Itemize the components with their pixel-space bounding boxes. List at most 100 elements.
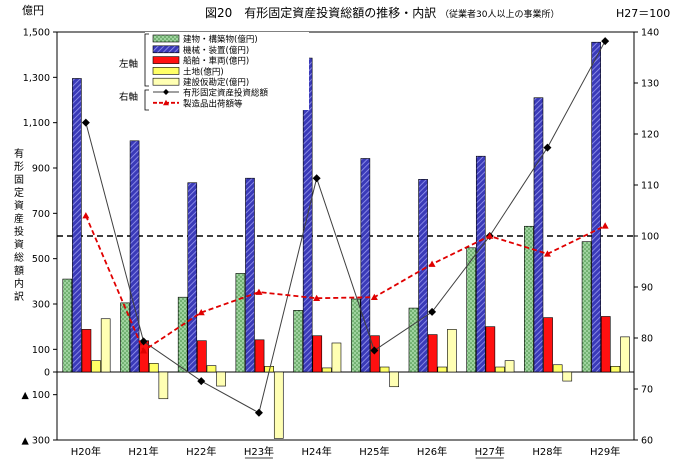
left-tick-label: 700 xyxy=(32,209,50,220)
line-point-1-H23年 xyxy=(254,408,263,417)
bar-3-H27年 xyxy=(485,326,496,373)
legend-group-left: 左軸 xyxy=(119,58,138,70)
category-label: H28年 xyxy=(532,445,562,458)
bar-5-H20年 xyxy=(100,318,111,373)
bar-1-H21年 xyxy=(120,302,130,373)
right-tick-label: 130 xyxy=(641,79,659,90)
bar-1-H25年 xyxy=(350,298,361,373)
bar-5-H22年 xyxy=(216,371,226,387)
bar-2-H22年 xyxy=(187,182,198,373)
bar-3-H21年 xyxy=(139,340,149,373)
line-point-2-H23年 xyxy=(255,288,263,295)
legend-label: 建物・構築物(億円) xyxy=(183,34,258,45)
bar-3-H26年 xyxy=(427,334,438,373)
bar-3-H20年 xyxy=(81,329,92,373)
category-label: H22年 xyxy=(186,445,216,458)
right-tick-label: 110 xyxy=(641,181,659,192)
line-point-1-H22年 xyxy=(197,377,206,386)
bar-4-H25年 xyxy=(379,366,390,373)
left-tick-label: 100 xyxy=(32,345,50,356)
line-point-2-H22年 xyxy=(197,309,205,316)
right-tick-label: 70 xyxy=(641,385,653,396)
left-tick-label: 1,300 xyxy=(23,73,50,84)
legend-label: 土地(億円) xyxy=(183,66,224,77)
bar-2-H23年 xyxy=(245,177,255,373)
legend-swatch-4 xyxy=(152,67,180,75)
right-tick-label: 100 xyxy=(641,232,659,243)
bar-3-H23年 xyxy=(254,339,265,373)
left-tick-label: 900 xyxy=(32,164,50,175)
left-axis-title: 有形固定資産投資総額内訳 xyxy=(14,149,24,303)
legend-swatch-3 xyxy=(152,56,180,64)
bar-5-H23年 xyxy=(273,371,284,439)
bar-1-H28年 xyxy=(524,225,534,373)
legend-bracket-left xyxy=(144,33,149,87)
left-tick-label: 0 xyxy=(44,368,50,379)
bar-2-H21年 xyxy=(129,140,140,373)
bar-2-H26年 xyxy=(418,179,428,373)
bar-1-H20年 xyxy=(62,278,73,373)
right-tick-label: 90 xyxy=(641,283,653,294)
line-point-1-H26年 xyxy=(428,307,437,316)
legend-label: 製造品出荷額等 xyxy=(183,98,243,109)
bar-5-H21年 xyxy=(158,371,169,400)
bar-2-H25年 xyxy=(360,158,371,373)
chart-title: 図20 有形固定資産投資総額の推移・内訳 xyxy=(205,5,436,20)
bar-4-H27年 xyxy=(495,366,505,373)
bar-4-H28年 xyxy=(552,364,563,373)
right-tick-label: 60 xyxy=(641,436,653,447)
left-tick-label: ▲ 300 xyxy=(22,436,50,447)
legend: 建物・構築物(億円)機械・装置(億円)船舶・車両(億円)土地(億円)建設仮勘定(… xyxy=(119,32,309,111)
bar-2-H20年 xyxy=(72,78,82,373)
legend-label: 船舶・車両(億円) xyxy=(183,56,249,67)
bar-4-H26年 xyxy=(437,366,448,373)
left-tick-label: 300 xyxy=(32,300,50,311)
bar-2-H28年 xyxy=(533,97,544,373)
bar-5-H27年 xyxy=(504,360,515,373)
bar-3-H29年 xyxy=(600,316,611,373)
legend-label: 建設仮勘定(億円) xyxy=(183,77,249,88)
bar-3-H22年 xyxy=(197,340,207,373)
line-point-1-H28年 xyxy=(543,143,552,152)
line-series-1 xyxy=(85,40,606,414)
legend-bracket-right xyxy=(144,89,149,111)
line-point-1-H25年 xyxy=(370,346,379,355)
left-unit-label: 億円 xyxy=(22,4,44,17)
bar-4-H29年 xyxy=(610,366,621,373)
bar-4-H21年 xyxy=(148,363,159,373)
left-tick-label: 1,500 xyxy=(23,28,50,39)
legend-label: 有形固定資産投資総額 xyxy=(183,88,269,99)
chart-subtitle: （従業者30人以上の事業所） xyxy=(440,8,559,20)
line-point-2-H20年 xyxy=(82,212,90,219)
line-point-1-H20年 xyxy=(81,118,90,127)
line-point-2-H28年 xyxy=(543,250,551,257)
right-unit-label: H27＝100 xyxy=(616,7,670,20)
bar-1-H22年 xyxy=(177,296,188,373)
line-point-1-H24年 xyxy=(312,174,321,183)
bar-1-H23年 xyxy=(235,273,246,373)
category-label: H29年 xyxy=(590,445,620,458)
legend-label: 機械・装置(億円) xyxy=(183,45,249,56)
legend-swatch-2 xyxy=(152,45,180,54)
right-tick-label: 120 xyxy=(641,130,659,141)
bar-1-H24年 xyxy=(293,310,303,373)
line-point-2-H24年 xyxy=(313,294,321,302)
legend-swatch-1 xyxy=(152,34,180,43)
bar-2-H27年 xyxy=(475,155,486,373)
category-label: H20年 xyxy=(71,445,101,458)
bar-1-H29年 xyxy=(581,241,592,373)
bar-3-H28年 xyxy=(543,317,553,373)
left-tick-label: 500 xyxy=(32,254,50,265)
bar-4-H24年 xyxy=(322,367,332,373)
category-label: H23年 xyxy=(244,445,274,458)
bar-4-H20年 xyxy=(91,360,101,373)
line-point-1-H29年 xyxy=(601,37,610,46)
line-series-2 xyxy=(85,215,606,353)
right-tick-label: 80 xyxy=(641,334,653,345)
bar-4-H22年 xyxy=(206,365,217,373)
legend-swatch-5 xyxy=(152,77,180,86)
category-label: H21年 xyxy=(128,445,158,458)
line-point-2-H25年 xyxy=(370,293,378,300)
bar-5-H26年 xyxy=(447,329,457,373)
